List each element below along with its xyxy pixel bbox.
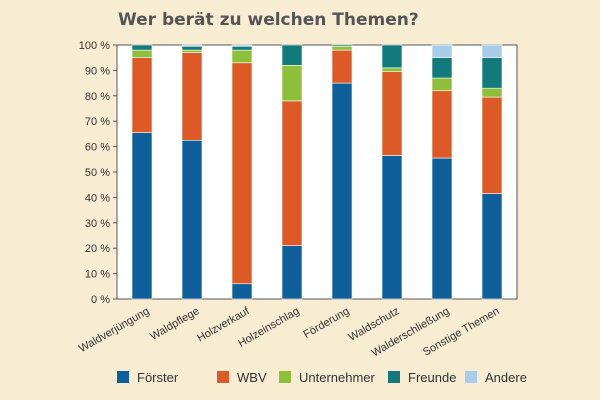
y-tick-label: 10 % <box>85 269 110 281</box>
bar-segment-unternehmer <box>281 65 303 102</box>
y-tick-label: 0 % <box>91 294 110 306</box>
bar-segment-förster <box>481 193 503 300</box>
y-tick-label: 40 % <box>85 192 110 204</box>
x-category-label: Förderung <box>302 305 352 341</box>
bar-segment-förster <box>231 283 253 300</box>
bar-segment-förster <box>131 132 153 300</box>
chart-title: Wer berät zu welchen Themen? <box>118 10 419 30</box>
bar-segment-unternehmer <box>381 67 403 72</box>
bar-segment-förster <box>381 155 403 300</box>
legend-swatch <box>279 371 291 383</box>
bar-segment-wbv <box>331 49 353 84</box>
bar-segment-freunde <box>431 57 453 79</box>
y-tick-label: 30 % <box>85 218 110 230</box>
bar-segment-förster <box>281 245 303 300</box>
bar-segment-andere <box>431 44 453 58</box>
bar-segment-wbv <box>481 96 503 194</box>
y-tick-label: 50 % <box>85 167 110 179</box>
bar-segment-wbv <box>231 62 253 285</box>
bar-segment-freunde <box>231 45 253 51</box>
legend-label: Andere <box>485 370 527 385</box>
bar-segment-wbv <box>131 57 153 133</box>
bar-segment-unternehmer <box>331 45 353 51</box>
bar-segment-freunde <box>381 44 403 69</box>
y-tick-label: 80 % <box>85 91 110 103</box>
bar-segment-förster <box>331 82 353 300</box>
bar-segment-wbv <box>431 90 453 159</box>
y-tick-label: 100 % <box>79 40 110 52</box>
bar-segment-unternehmer <box>131 49 153 59</box>
bar-segment-freunde <box>481 57 503 89</box>
bar-segment-unternehmer <box>231 49 253 64</box>
bar-segment-wbv <box>281 100 303 246</box>
bar-segment-freunde <box>131 44 153 51</box>
bar-segment-unternehmer <box>181 49 203 53</box>
bar-segment-freunde <box>181 45 203 51</box>
y-tick-label: 60 % <box>85 142 110 154</box>
plot-area <box>116 44 518 300</box>
bar-segment-andere <box>231 44 253 47</box>
bar-segment-freunde <box>281 44 303 66</box>
legend-swatch <box>388 371 400 383</box>
y-tick-label: 90 % <box>85 65 110 77</box>
legend-swatch <box>465 371 477 383</box>
bar-segment-freunde <box>331 44 353 47</box>
legend-label: Freunde <box>408 370 456 385</box>
legend-label: Unternehmer <box>299 370 376 385</box>
bar-segment-wbv <box>381 71 403 156</box>
bar-segment-wbv <box>181 52 203 141</box>
bar-segment-andere <box>181 44 203 47</box>
bar-segment-andere <box>481 44 503 58</box>
y-tick-label: 70 % <box>85 116 110 128</box>
bar-segment-förster <box>431 157 453 300</box>
legend-swatch <box>117 371 129 383</box>
bar-segment-förster <box>181 139 203 300</box>
bar-segment-unternehmer <box>431 77 453 92</box>
legend-swatch <box>217 371 229 383</box>
legend-label: Förster <box>137 370 179 385</box>
x-category-label: Waldverjüngung <box>77 305 151 355</box>
legend-label: WBV <box>237 370 267 385</box>
y-tick-label: 20 % <box>85 243 110 255</box>
x-category-label: Waldpflege <box>148 305 201 343</box>
bar-segment-unternehmer <box>481 87 503 98</box>
